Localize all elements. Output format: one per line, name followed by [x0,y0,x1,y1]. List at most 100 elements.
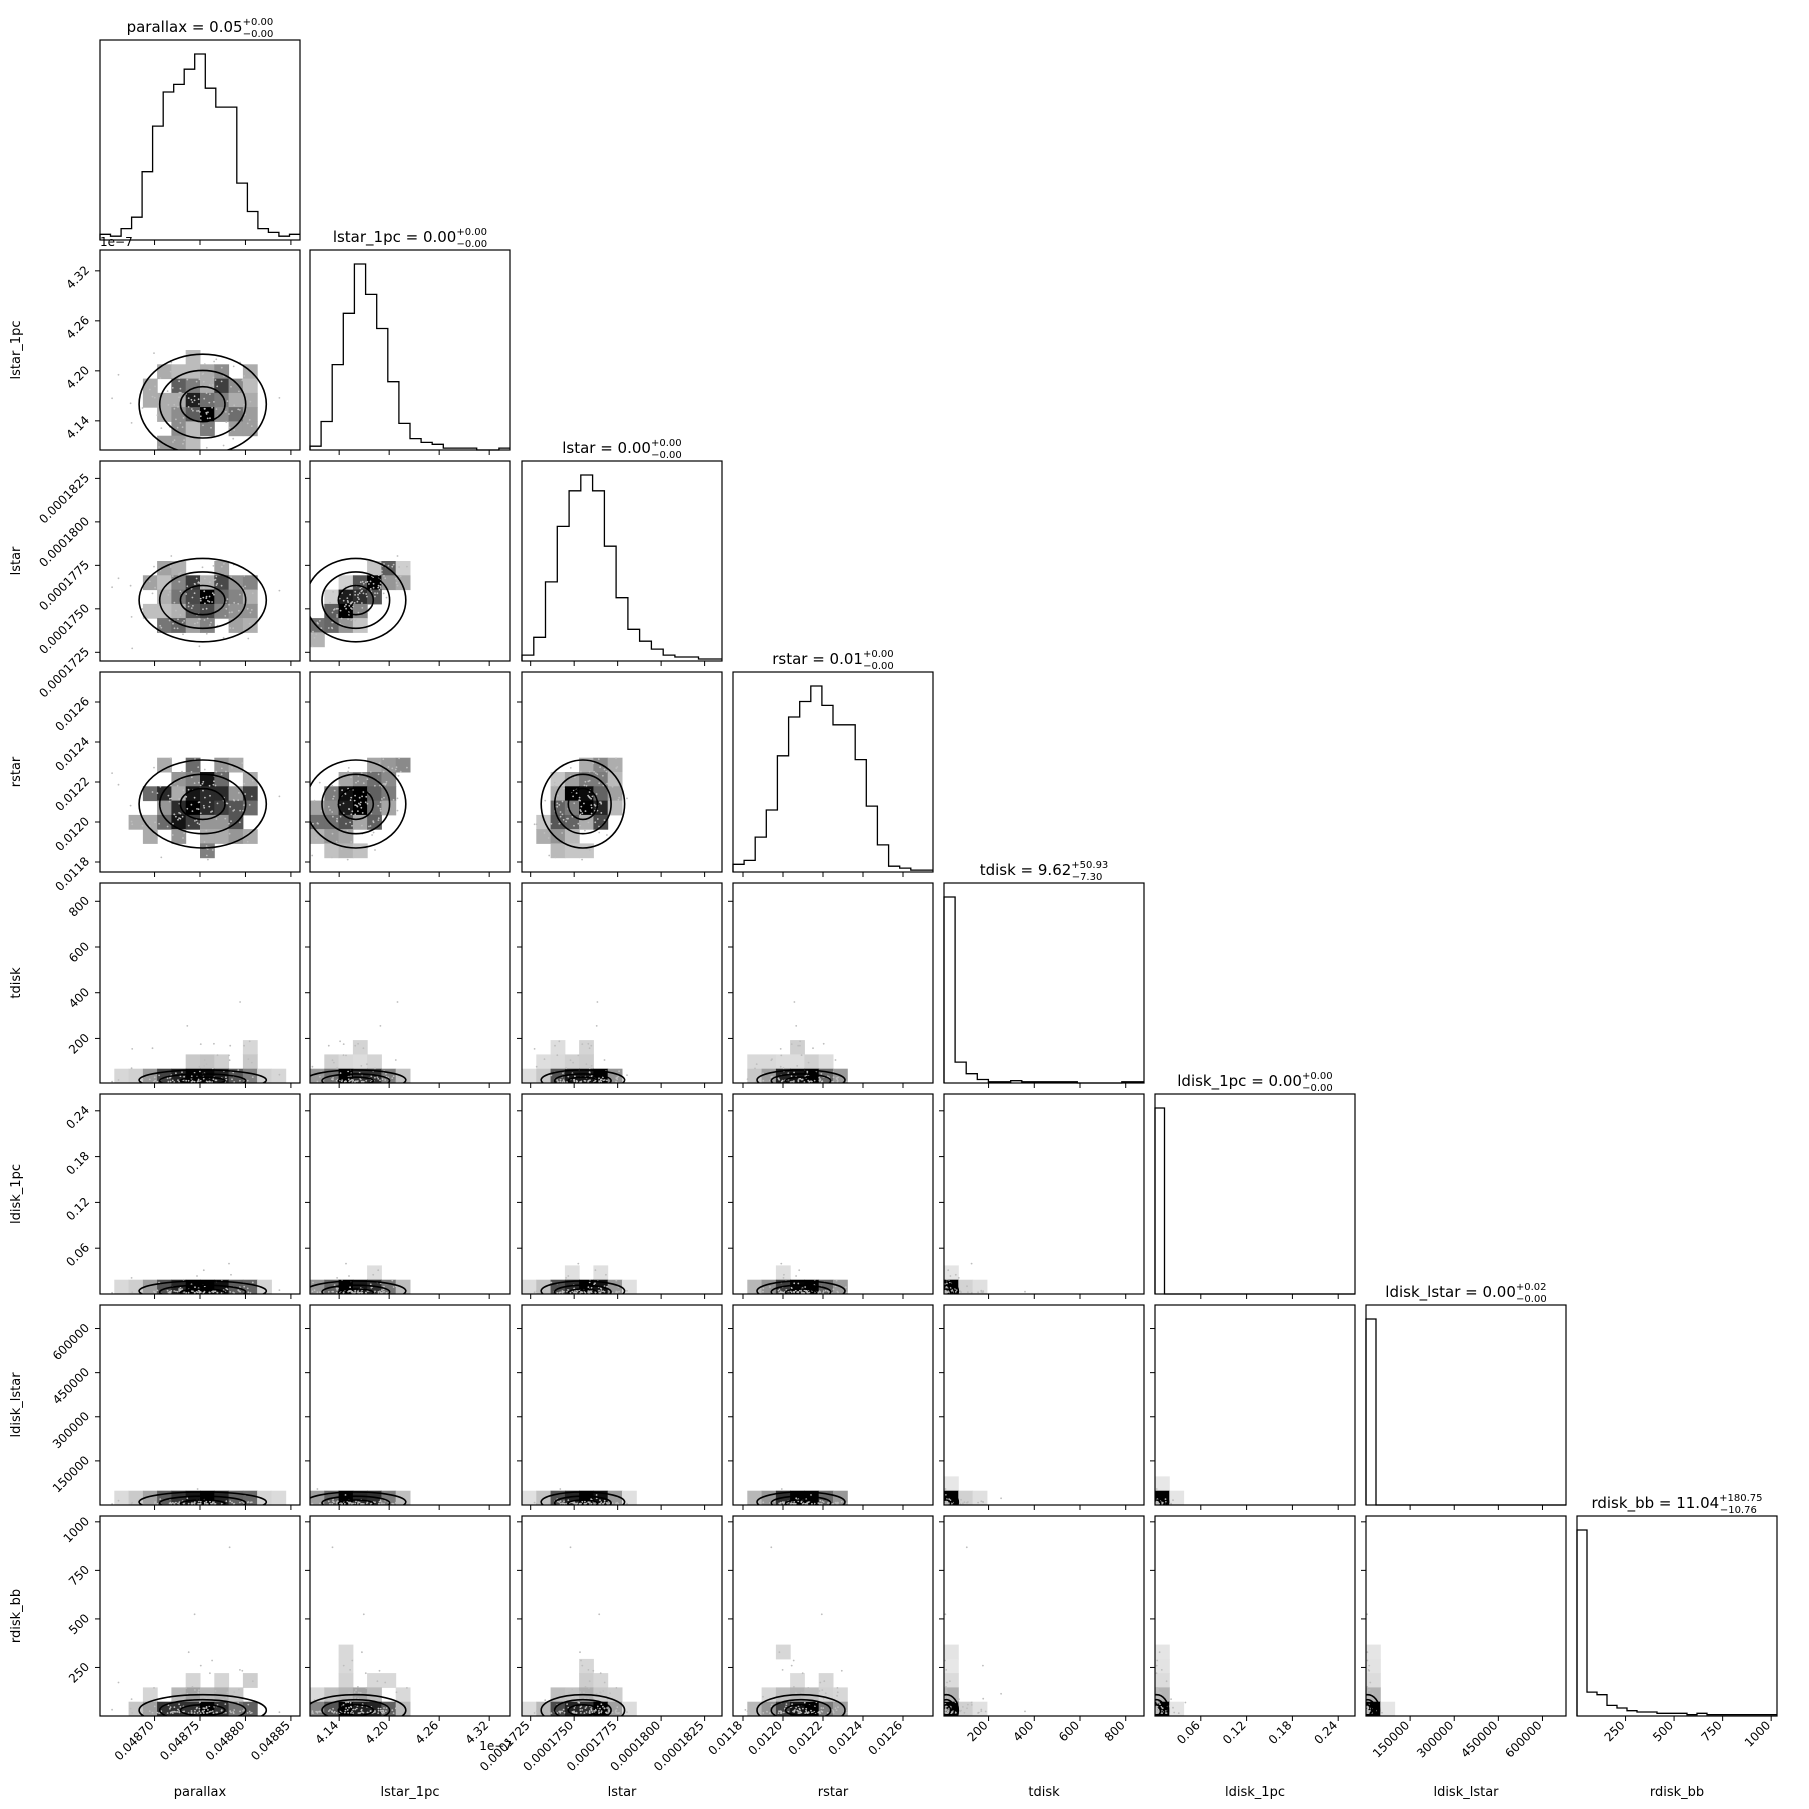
contour-level-3 [310,1693,407,1716]
y-tick-label-rstar: 0.0126 [53,694,93,734]
scatter-panel-rdisk_bb-vs-rstar: 0.0118 0.0120 0.0122 0.0124 0.0126 rstar [706,1515,934,1800]
y-offset-text: 1e−7 [100,235,133,249]
contour-level-2 [158,1698,247,1716]
contour-level-2 [321,1698,391,1716]
histogram-rstar [732,685,933,872]
contour-level-2 [158,369,247,439]
contour-level-1 [179,584,226,616]
contour-level-2 [1155,1698,1166,1716]
contour-level-1 [944,1288,952,1294]
contour-level-3 [944,1491,960,1505]
y-tick-label-lstar_1pc: 4.20 [63,363,92,392]
x-axis-label-rstar: rstar [818,1785,849,1800]
histogram-parallax [99,53,300,240]
x-tick-label-parallax: 0.04875 [157,1718,202,1763]
contour-level-1 [784,1288,818,1294]
y-tick-label-rdisk_bb: 500 [66,1611,92,1637]
contour-level-3 [756,1491,846,1505]
y-tick-label-rstar: 0.0124 [53,734,93,774]
contour-level-1 [179,1499,226,1505]
x-tick-label-tdisk: 200 [965,1718,991,1744]
contour-level-1 [337,1076,375,1083]
contour-level-2 [158,1495,247,1505]
x-tick-label-ldisk_lstar: 450000 [1458,1718,1500,1760]
x-axis-label-lstar_1pc: lstar_1pc [381,1785,440,1800]
y-tick-label-ldisk_1pc: 0.06 [63,1240,92,1269]
contour-level-1 [179,1288,226,1294]
density-ldisk_lstar-vs-rstar [747,1488,848,1505]
scatter-panel-ldisk_1pc-vs-tdisk [939,1093,1145,1299]
x-tick-label-ldisk_lstar: 150000 [1370,1718,1412,1760]
x-tick-label-ldisk_1pc: 0.06 [1174,1718,1203,1747]
panel-title-lstar: lstar = 0.00+0.00 −0.00 [562,438,682,461]
scatter-panel-rstar-vs-lstar [517,671,723,877]
density-lstar-vs-parallax [111,555,281,650]
contour-level-1 [337,787,375,821]
density-rstar-vs-lstar_1pc [310,757,411,861]
y-axis-label-rdisk_bb: rdisk_bb [9,1589,24,1643]
panel-title-rstar: rstar = 0.01+0.00 −0.00 [772,649,894,672]
histogram-ldisk_1pc [1154,1107,1355,1295]
contour-level-3 [138,353,268,450]
y-axis-label-ldisk_lstar: ldisk_lstar [9,1372,24,1438]
panel-title-lstar_1pc: lstar_1pc = 0.00+0.00 −0.00 [333,227,487,250]
contour-level-2 [158,571,247,630]
contour-level-2 [158,773,247,835]
y-tick-label-ldisk_lstar: 150000 [50,1453,92,1495]
scatter-panel-rdisk_bb-vs-lstar: 0.00017250.00017500.00017750.00018000.00… [477,1515,723,1800]
contour-level-2 [158,1073,247,1083]
contour-level-1 [567,1499,599,1505]
y-tick-label-ldisk_1pc: 0.18 [63,1149,92,1178]
contour-level-2 [944,1698,956,1716]
y-tick-label-lstar_1pc: 4.32 [63,263,92,292]
hist-panel-parallax: parallax = 0.05+0.00 −0.00 [99,17,301,245]
hist-panel-rdisk_bb: rdisk_bb = 11.04+180.75 −10.76 250 500 750 10… [1576,1493,1778,1800]
contour-level-1 [567,1288,599,1294]
scatter-panel-rdisk_bb-vs-parallax: 0.04870 0.04875 0.04880 0.04885 parallax 250 5… [9,1514,301,1800]
contour-level-3 [944,1693,960,1716]
contour-level-2 [158,1284,247,1294]
x-tick-label-lstar_1pc: 4.20 [362,1718,391,1747]
contour-level-2 [553,1073,612,1083]
contour-level-3 [540,1280,626,1294]
x-tick-label-rstar: 0.0120 [746,1718,786,1758]
y-tick-label-rdisk_bb: 1000 [61,1514,92,1545]
density-rdisk_bb-vs-ldisk_1pc [1155,1644,1187,1716]
y-tick-label-rstar: 0.0120 [53,814,93,854]
density-tdisk-vs-lstar_1pc [310,1001,411,1083]
density-ldisk_1pc-vs-lstar [522,1262,637,1294]
y-tick-label-tdisk: 200 [66,1031,92,1057]
contour-level-3 [310,759,407,849]
density-ldisk_1pc-vs-tdisk [944,1262,1026,1294]
density-ldisk_1pc-vs-parallax [111,1262,281,1294]
density-tdisk-vs-rstar [746,1001,848,1083]
panel-title-ldisk_lstar: ldisk_lstar = 0.00+0.02 −0.00 [1385,1282,1546,1305]
x-tick-label-ldisk_1pc: 0.12 [1220,1718,1249,1747]
scatter-panel-tdisk-vs-rstar [728,882,934,1088]
density-rstar-vs-lstar [533,757,628,861]
scatter-panel-tdisk-vs-lstar [517,882,723,1088]
contour-level-1 [337,584,375,616]
density-ldisk_lstar-vs-tdisk [944,1476,1002,1505]
histogram-rdisk_bb [1576,1529,1777,1716]
scatter-panel-tdisk-vs-parallax: 200 400 600 800 tdisk [9,882,301,1088]
histogram-lstar_1pc [309,263,510,451]
contour-level-3 [540,759,626,849]
x-tick-label-parallax: 0.04885 [248,1718,293,1763]
x-axis-label-parallax: parallax [174,1785,227,1800]
contour-level-3 [540,1069,626,1083]
x-tick-label-ldisk_lstar: 300000 [1414,1718,1456,1760]
x-offset-text: 1e−7 [479,1739,512,1753]
x-tick-label-ldisk_lstar: 600000 [1502,1718,1544,1760]
density-ldisk_1pc-vs-rstar [747,1262,848,1294]
density-ldisk_lstar-vs-lstar_1pc [310,1488,411,1505]
hist-panel-ldisk_1pc: ldisk_1pc = 0.00+0.00 −0.00 [1154,1071,1356,1299]
density-rdisk_bb-vs-lstar_1pc [310,1546,411,1716]
contour-level-2 [1366,1698,1377,1716]
hist-panel-tdisk: tdisk = 9.62+50.93 −7.30 [943,860,1145,1088]
density-ldisk_lstar-vs-parallax [111,1488,287,1505]
contour-level-3 [310,1069,407,1083]
